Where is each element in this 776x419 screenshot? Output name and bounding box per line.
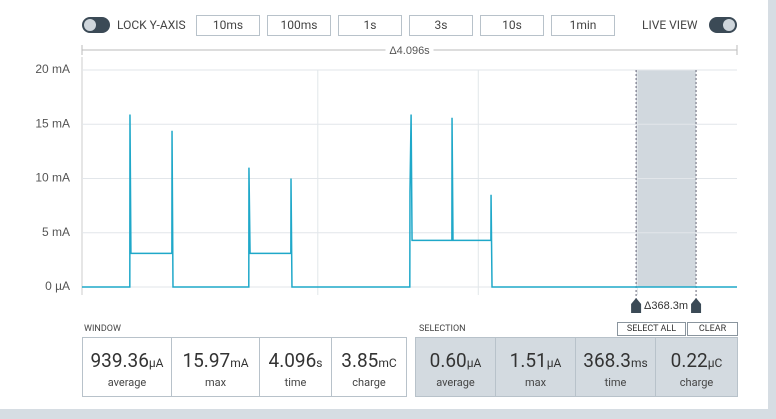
- selection-label: Δ368.3m: [644, 300, 688, 312]
- range-button[interactable]: 1min: [551, 15, 615, 36]
- y-tick-label: 5 mA: [42, 225, 70, 239]
- range-button[interactable]: 3s: [409, 15, 473, 36]
- window-title: WINDOW: [84, 324, 121, 334]
- y-tick-label: 0 µA: [45, 279, 70, 293]
- stat-value: 15.97: [182, 349, 231, 372]
- stat-box: 15.97mA max: [171, 337, 260, 397]
- select-all-button[interactable]: SELECT ALL: [617, 322, 686, 336]
- stat-value: 0.60: [429, 349, 467, 372]
- range-button[interactable]: 100ms: [267, 15, 331, 36]
- y-tick-label: 20 mA: [35, 62, 70, 76]
- stat-box: 3.85mC charge: [331, 337, 407, 397]
- stat-box: 4.096s time: [259, 337, 332, 397]
- stat-value-row: 939.36µA: [83, 349, 171, 372]
- stat-label: max: [524, 376, 547, 389]
- stat-label: charge: [679, 376, 714, 389]
- stat-value: 3.85: [341, 349, 379, 372]
- stat-value-row: 4.096s: [260, 349, 331, 372]
- stat-value: 4.096: [268, 349, 317, 372]
- clear-button[interactable]: CLEAR: [687, 322, 738, 336]
- stat-unit: mC: [378, 356, 397, 370]
- stat-unit: µA: [148, 356, 164, 370]
- stat-box: 0.22µC charge: [655, 337, 738, 397]
- stat-label: time: [284, 376, 307, 389]
- live-label: LIVE VIEW: [642, 18, 698, 32]
- selection-handle: [691, 298, 702, 313]
- stat-label: charge: [352, 376, 386, 389]
- stat-value-row: 368.3ms: [576, 349, 655, 372]
- stat-label: average: [107, 376, 147, 389]
- stat-label: max: [204, 376, 227, 389]
- chart: Δ4.096s 0 µA 5 mA 10 mA 15 mA 20 mA Δ368.3m: [35, 43, 738, 313]
- stat-box: 0.60µA average: [415, 337, 496, 397]
- stat-box: 1.51µA max: [495, 337, 576, 397]
- stat-value-row: 15.97mA: [172, 349, 259, 372]
- stat-value: 939.36: [90, 349, 149, 372]
- stat-box: 368.3ms time: [575, 337, 656, 397]
- y-tick-label: 15 mA: [35, 116, 70, 130]
- lock-toggle[interactable]: [82, 17, 110, 33]
- stat-unit: ms: [631, 356, 648, 370]
- stat-value-row: 3.85mC: [332, 349, 406, 372]
- y-tick-label: 10 mA: [35, 171, 70, 185]
- selection-title: SELECTION: [419, 324, 466, 334]
- window-label: Δ4.096s: [389, 45, 430, 57]
- trace: [82, 114, 737, 288]
- stat-value-row: 0.22µC: [656, 349, 737, 372]
- stat-box: 939.36µA average: [82, 337, 172, 397]
- range-button[interactable]: 10s: [480, 15, 544, 36]
- stat-value: 368.3: [583, 349, 631, 372]
- stat-label: time: [604, 376, 627, 389]
- stat-unit: µA: [546, 356, 562, 370]
- stat-unit: s: [316, 356, 323, 370]
- range-button[interactable]: 1s: [338, 15, 402, 36]
- stat-value-row: 0.60µA: [416, 349, 495, 372]
- stat-unit: µA: [466, 356, 482, 370]
- stat-value: 0.22: [670, 349, 708, 372]
- live-toggle[interactable]: [709, 17, 737, 33]
- window-label-bg: [385, 43, 434, 57]
- stat-unit: mA: [230, 356, 249, 370]
- selection-handle: [631, 298, 642, 313]
- stat-value-row: 1.51µA: [496, 349, 575, 372]
- panel: LOCK Y-AXIS LIVE VIEW Δ4.096s 0 µA 5 mA 10 …: [0, 0, 768, 409]
- lock-label: LOCK Y-AXIS: [117, 18, 186, 32]
- range-button[interactable]: 10ms: [196, 15, 260, 36]
- stat-unit: µC: [707, 356, 723, 370]
- stat-value: 1.51: [509, 349, 547, 372]
- stat-label: average: [436, 376, 475, 389]
